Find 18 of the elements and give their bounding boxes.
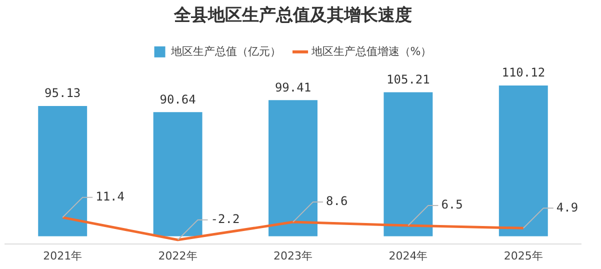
data-label: 11.4 — [96, 190, 125, 204]
x-tick-label: 2025年 — [504, 249, 543, 262]
data-label: 4.9 — [556, 200, 578, 214]
data-label: 105.21 — [386, 72, 430, 86]
legend-label: 地区生产总值增速（%） — [310, 44, 432, 58]
legend-label: 地区生产总值（亿元） — [170, 44, 281, 58]
data-label: 95.13 — [44, 86, 81, 100]
data-label: 99.41 — [274, 80, 312, 94]
data-label: -2.2 — [210, 212, 240, 226]
x-tick-label: 2021年 — [43, 249, 82, 262]
x-tick-label: 2022年 — [158, 249, 198, 262]
data-label: 8.6 — [326, 194, 348, 208]
x-tick-label: 2024年 — [388, 249, 428, 262]
data-label: 110.12 — [502, 66, 546, 80]
chart-title: 全县地区生产总值及其增长速度 — [173, 6, 412, 26]
data-label: 6.5 — [441, 198, 463, 212]
x-tick-label: 2023年 — [274, 249, 312, 262]
data-label: 90.64 — [160, 92, 196, 106]
